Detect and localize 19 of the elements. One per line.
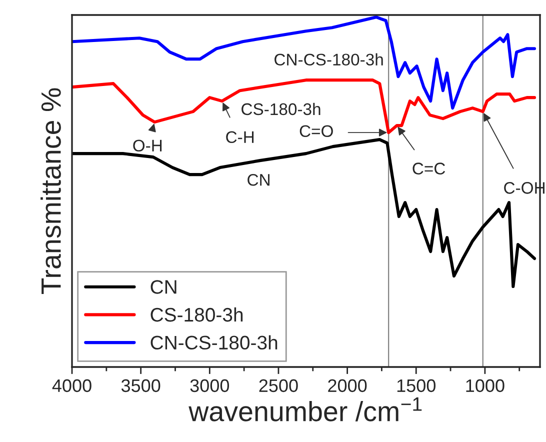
x-axis-title: wavenumber /cm$^{−1}$	[188, 397, 422, 422]
x-tick-label: 2000	[328, 379, 367, 392]
y-axis-title: Transmittance %	[40, 88, 61, 294]
annotation: C-H	[226, 131, 254, 144]
legend-label: CN	[150, 280, 176, 294]
x-tick-label: 3000	[190, 379, 230, 392]
x-tick-label: 1500	[397, 379, 436, 392]
x-tick-label: 1000	[466, 379, 504, 392]
annotation: CN-CS-180-3h	[274, 53, 383, 66]
x-tick-label: 4000	[52, 379, 92, 392]
legend-label: CN-CS-180-3h	[150, 335, 278, 350]
legend-label: CS-180-3h	[150, 307, 243, 322]
x-tick-label: 3500	[121, 379, 160, 392]
x-tick-label: 2500	[259, 379, 298, 392]
annotation: CN	[248, 174, 270, 186]
annotation: CS-180-3h	[242, 102, 320, 116]
annotation: C=O	[300, 125, 333, 138]
annotation: C=C	[412, 162, 446, 174]
annotation: O-H	[133, 140, 162, 152]
